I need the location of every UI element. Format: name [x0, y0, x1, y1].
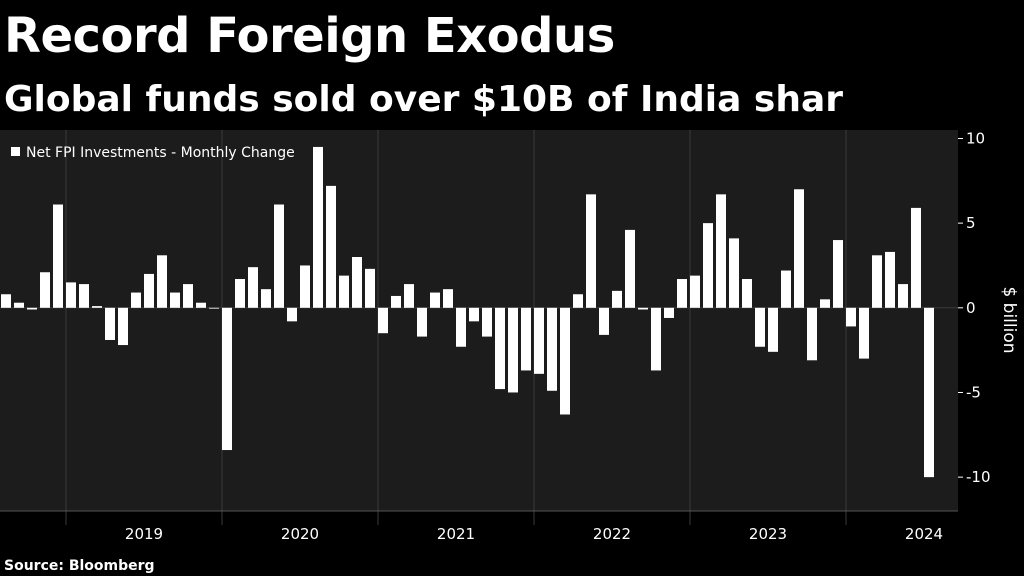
bar [105, 307, 115, 340]
bar [612, 290, 622, 308]
y-tick-label: -10 [966, 468, 991, 486]
bar [209, 307, 219, 309]
y-tick-label: 10 [966, 130, 985, 147]
y-axis: 10 5 0 -5 -10 [958, 130, 991, 486]
bar [872, 255, 882, 308]
bar [703, 223, 713, 308]
bar [222, 307, 232, 451]
bar [625, 229, 635, 308]
bar [599, 307, 609, 335]
bar [66, 282, 76, 308]
bar [235, 279, 245, 308]
bar [560, 307, 570, 415]
bar [27, 307, 37, 310]
x-tick-label: 2022 [593, 525, 631, 543]
x-tick-label: 2020 [281, 525, 319, 543]
bar [261, 289, 271, 308]
bar [404, 284, 414, 308]
bar [92, 306, 102, 308]
bar [729, 238, 739, 308]
x-axis: 2019 2020 2021 2022 2023 2024 [0, 510, 958, 543]
bar [53, 204, 63, 308]
bar [820, 299, 830, 308]
bar [170, 292, 180, 308]
bar [573, 294, 583, 308]
bar [807, 307, 817, 361]
bar [196, 302, 206, 308]
bar [677, 279, 687, 308]
bar [781, 270, 791, 308]
y-tick-label: 0 [966, 299, 976, 317]
bar [742, 279, 752, 308]
bar [521, 307, 531, 371]
bar [378, 307, 388, 334]
y-tick-label: 5 [966, 214, 976, 232]
bar [287, 307, 297, 322]
y-tick-label: -5 [966, 383, 981, 401]
bar [443, 289, 453, 308]
bar [924, 307, 934, 478]
bar [183, 284, 193, 308]
bar [690, 275, 700, 308]
bar [586, 194, 596, 308]
x-tick-label: 2024 [905, 525, 943, 543]
bar [79, 284, 89, 308]
bar [482, 307, 492, 337]
source-note: Source: Bloomberg [4, 558, 155, 574]
x-tick-label: 2021 [437, 525, 475, 543]
bar [638, 307, 648, 310]
bar [651, 307, 661, 371]
bars [1, 146, 934, 478]
bar [118, 307, 128, 346]
bar [1, 294, 11, 308]
bar [846, 307, 856, 327]
bar [794, 189, 804, 308]
bar [365, 268, 375, 308]
bar [495, 307, 505, 390]
bar [14, 302, 24, 308]
x-tick-label: 2023 [749, 525, 787, 543]
chart-subtitle: Global funds sold over $10B of India sha… [4, 79, 844, 120]
bar [911, 207, 921, 308]
bar [430, 292, 440, 308]
bar [469, 307, 479, 322]
legend-label: Net FPI Investments - Monthly Change [26, 145, 295, 161]
bar [833, 240, 843, 308]
bar [508, 307, 518, 393]
bar [131, 292, 141, 308]
bar [456, 307, 466, 347]
legend: Net FPI Investments - Monthly Change [11, 145, 295, 161]
bar [144, 273, 154, 308]
bar [534, 307, 544, 374]
legend-swatch [11, 147, 20, 156]
bar [352, 257, 362, 308]
bar [417, 307, 427, 337]
bar [40, 272, 50, 308]
bar [547, 307, 557, 391]
bar [313, 146, 323, 308]
bar [274, 204, 284, 308]
bar [157, 255, 167, 308]
fpi-bar-chart: Net FPI Investments - Monthly Change 10 5… [0, 130, 1019, 543]
bar [391, 295, 401, 308]
bar [885, 251, 895, 308]
bar [898, 284, 908, 308]
bar [326, 185, 336, 308]
bar [716, 194, 726, 308]
bar [300, 265, 310, 308]
bar [768, 307, 778, 352]
bar [664, 307, 674, 318]
bar [248, 267, 258, 308]
y-axis-title: $ billion [999, 286, 1019, 353]
bar [755, 307, 765, 347]
bar [339, 275, 349, 308]
x-tick-label: 2019 [125, 525, 163, 543]
chart-title: Record Foreign Exodus [4, 8, 615, 64]
bar [859, 307, 869, 359]
